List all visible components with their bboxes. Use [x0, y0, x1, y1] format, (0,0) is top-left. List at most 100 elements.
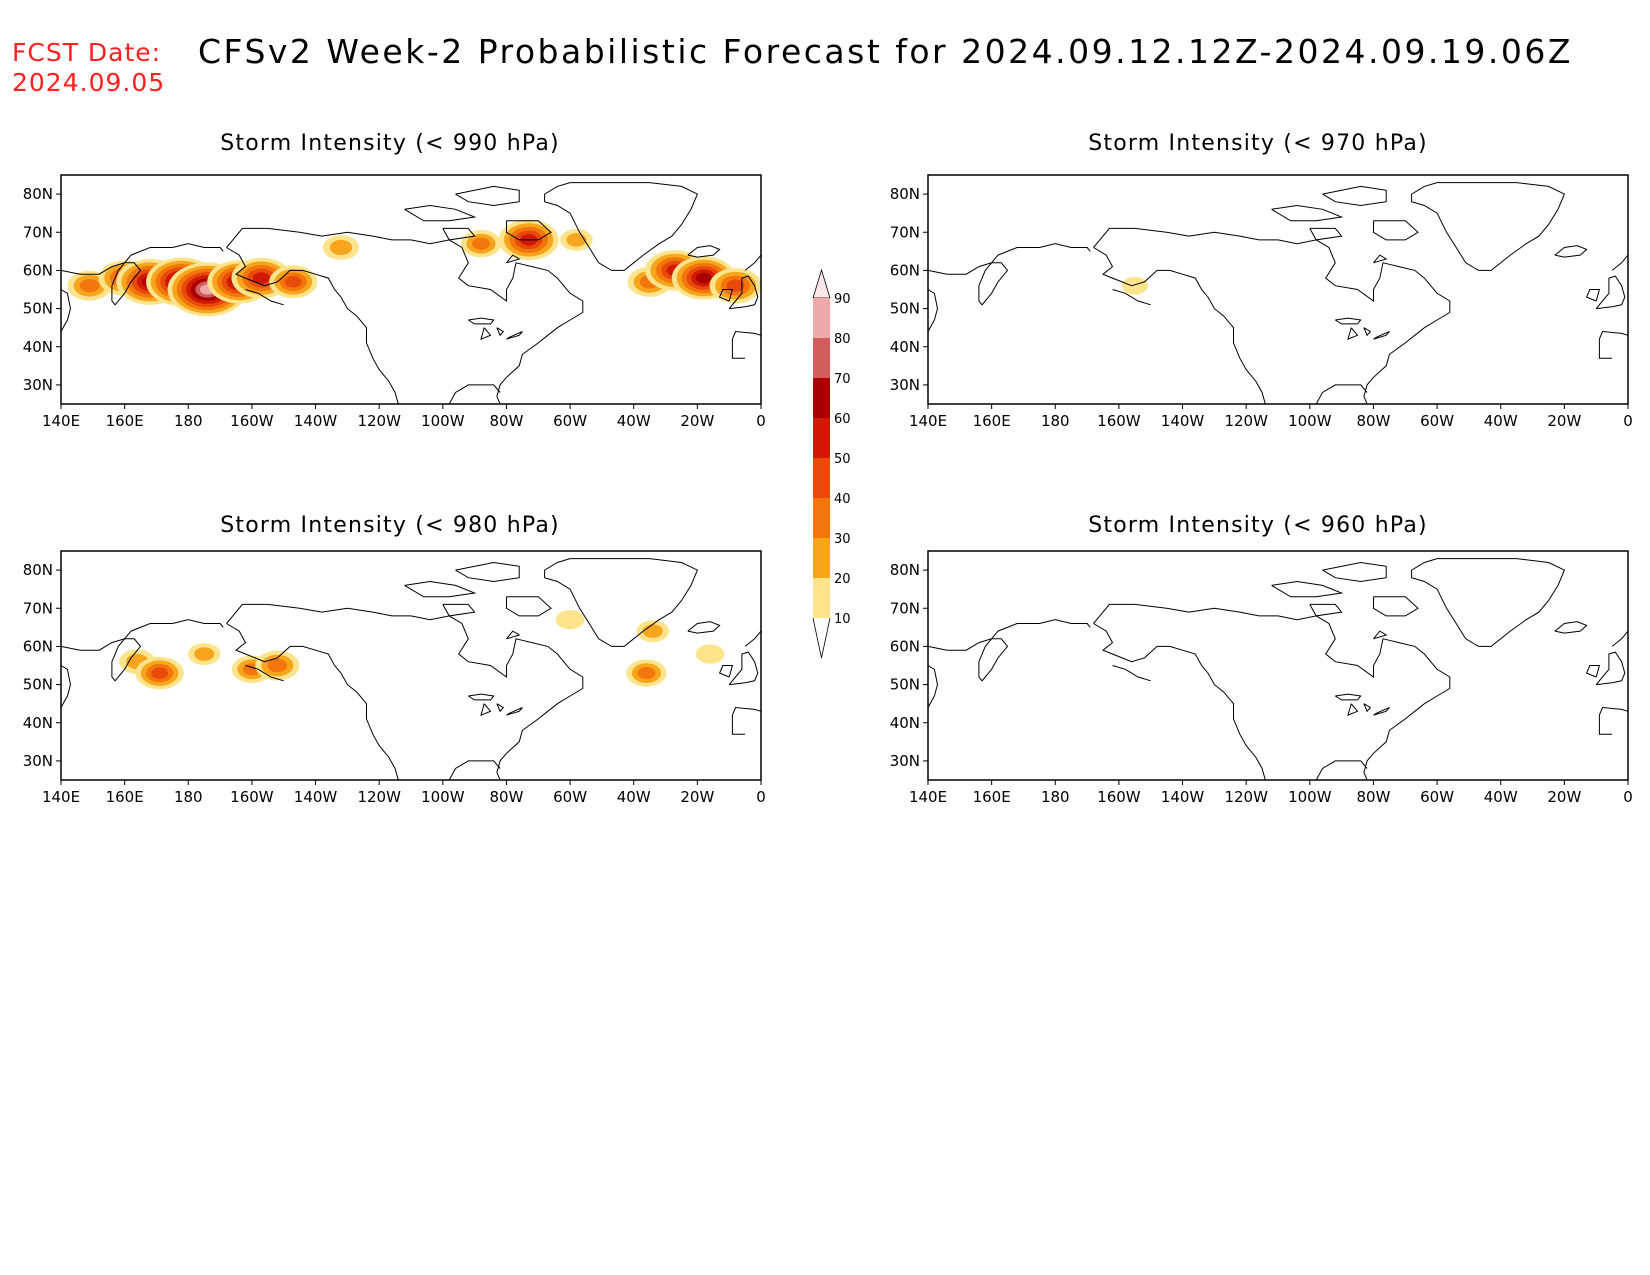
- map-frame: [60, 174, 762, 405]
- coastline: [404, 580, 477, 598]
- coastline: [1093, 623, 1266, 781]
- coastline: [226, 623, 399, 781]
- lon-tick-label: 0: [1623, 788, 1633, 806]
- prob-patch: [726, 279, 745, 292]
- lon-tick-label: 20W: [1547, 788, 1581, 806]
- coastline: [1598, 706, 1629, 735]
- coastline: [480, 703, 492, 716]
- coastline: [1309, 227, 1343, 241]
- page-title: CFSv2 Week-2 Probabilistic Forecast for …: [198, 32, 1574, 71]
- coastline: [1347, 327, 1359, 340]
- colorbar-label: 30: [834, 532, 851, 547]
- prob-patch: [252, 272, 271, 284]
- colorbar-label: 10: [834, 612, 851, 627]
- coastline: [687, 245, 721, 258]
- coastline: [1322, 185, 1387, 207]
- coastline: [1554, 245, 1588, 258]
- lon-tick-label: 140E: [42, 412, 80, 430]
- colorbar-top-arrow: [812, 268, 831, 299]
- coastline: [506, 220, 552, 241]
- lon-tick-label: 140W: [1161, 788, 1205, 806]
- colorbar-bottom-arrow: [812, 617, 831, 659]
- colorbar-swatch: [813, 298, 830, 338]
- colorbar-label: 60: [834, 412, 851, 427]
- coastlines: [927, 182, 1629, 405]
- lon-tick-label: 120W: [357, 412, 401, 430]
- prob-patch: [267, 658, 288, 673]
- coastline: [1585, 665, 1601, 678]
- coastline: [1112, 289, 1151, 306]
- lat-tick-label: 70N: [890, 223, 920, 241]
- lon-tick-label: 60W: [1420, 788, 1454, 806]
- coastline: [1315, 760, 1368, 781]
- lon-tick-label: 160E: [106, 412, 144, 430]
- lat-tick-label: 30N: [23, 376, 53, 394]
- lat-tick-label: 40N: [23, 338, 53, 356]
- lat-tick-label: 30N: [890, 376, 920, 394]
- lon-tick-label: 100W: [1288, 788, 1332, 806]
- coastline: [1373, 596, 1419, 617]
- lon-tick-label: 80W: [1356, 412, 1390, 430]
- lon-tick-label: 160W: [230, 412, 274, 430]
- map-frame: [927, 550, 1629, 781]
- fcst-date: 2024.09.05: [12, 68, 166, 97]
- coastline: [506, 630, 521, 640]
- panel-title-970: Storm Intensity (< 970 hPa): [1088, 131, 1428, 156]
- coastline: [1554, 621, 1588, 634]
- lon-tick-label: 180: [1041, 788, 1070, 806]
- coastline: [226, 603, 584, 781]
- lat-tick-label: 50N: [890, 300, 920, 318]
- coastline: [496, 703, 505, 713]
- prob-patch: [566, 233, 587, 247]
- lon-tick-label: 80W: [489, 412, 523, 430]
- coastline: [927, 243, 1091, 306]
- coastline: [1093, 603, 1451, 781]
- coastline: [728, 651, 759, 686]
- lat-tick-label: 70N: [890, 599, 920, 617]
- coastline: [687, 621, 721, 634]
- colorbar-label: 70: [834, 372, 851, 387]
- panel-title-960: Storm Intensity (< 960 hPa): [1088, 513, 1428, 538]
- panel-title-990: Storm Intensity (< 990 hPa): [220, 131, 560, 156]
- coastline: [1093, 247, 1266, 405]
- coastline: [1611, 254, 1629, 271]
- lon-tick-label: 80W: [489, 788, 523, 806]
- lon-tick-label: 120W: [1224, 412, 1268, 430]
- coastline: [1112, 665, 1151, 682]
- lat-tick-label: 80N: [890, 561, 920, 579]
- coastline: [442, 227, 476, 241]
- prob-patch: [637, 667, 656, 680]
- lon-tick-label: 180: [1041, 412, 1070, 430]
- lat-tick-label: 70N: [23, 223, 53, 241]
- coastline: [1373, 254, 1388, 264]
- prob-patch: [151, 667, 169, 679]
- lon-tick-label: 0: [756, 412, 766, 430]
- lon-tick-label: 0: [756, 788, 766, 806]
- prob-patch: [695, 272, 712, 284]
- lat-tick-label: 70N: [23, 599, 53, 617]
- lon-tick-label: 40W: [617, 412, 651, 430]
- lat-tick-label: 30N: [23, 752, 53, 770]
- lat-tick-label: 50N: [23, 676, 53, 694]
- lat-tick-label: 60N: [890, 637, 920, 655]
- coastline: [60, 665, 72, 708]
- coastline: [506, 254, 521, 264]
- coastline: [731, 706, 762, 735]
- coastline: [927, 665, 939, 708]
- lat-tick-label: 60N: [23, 637, 53, 655]
- panel-title-980: Storm Intensity (< 980 hPa): [220, 513, 560, 538]
- coastline: [245, 665, 284, 682]
- prob-patch: [555, 610, 585, 630]
- coastlines: [927, 558, 1629, 781]
- lat-tick-label: 40N: [23, 714, 53, 732]
- coastline: [731, 330, 762, 359]
- colorbar-swatch: [813, 538, 830, 578]
- lon-tick-label: 120W: [1224, 788, 1268, 806]
- coastline: [496, 327, 505, 337]
- lat-tick-label: 60N: [23, 261, 53, 279]
- coastline: [544, 558, 699, 647]
- lat-tick-label: 50N: [23, 300, 53, 318]
- lon-tick-label: 140E: [909, 412, 947, 430]
